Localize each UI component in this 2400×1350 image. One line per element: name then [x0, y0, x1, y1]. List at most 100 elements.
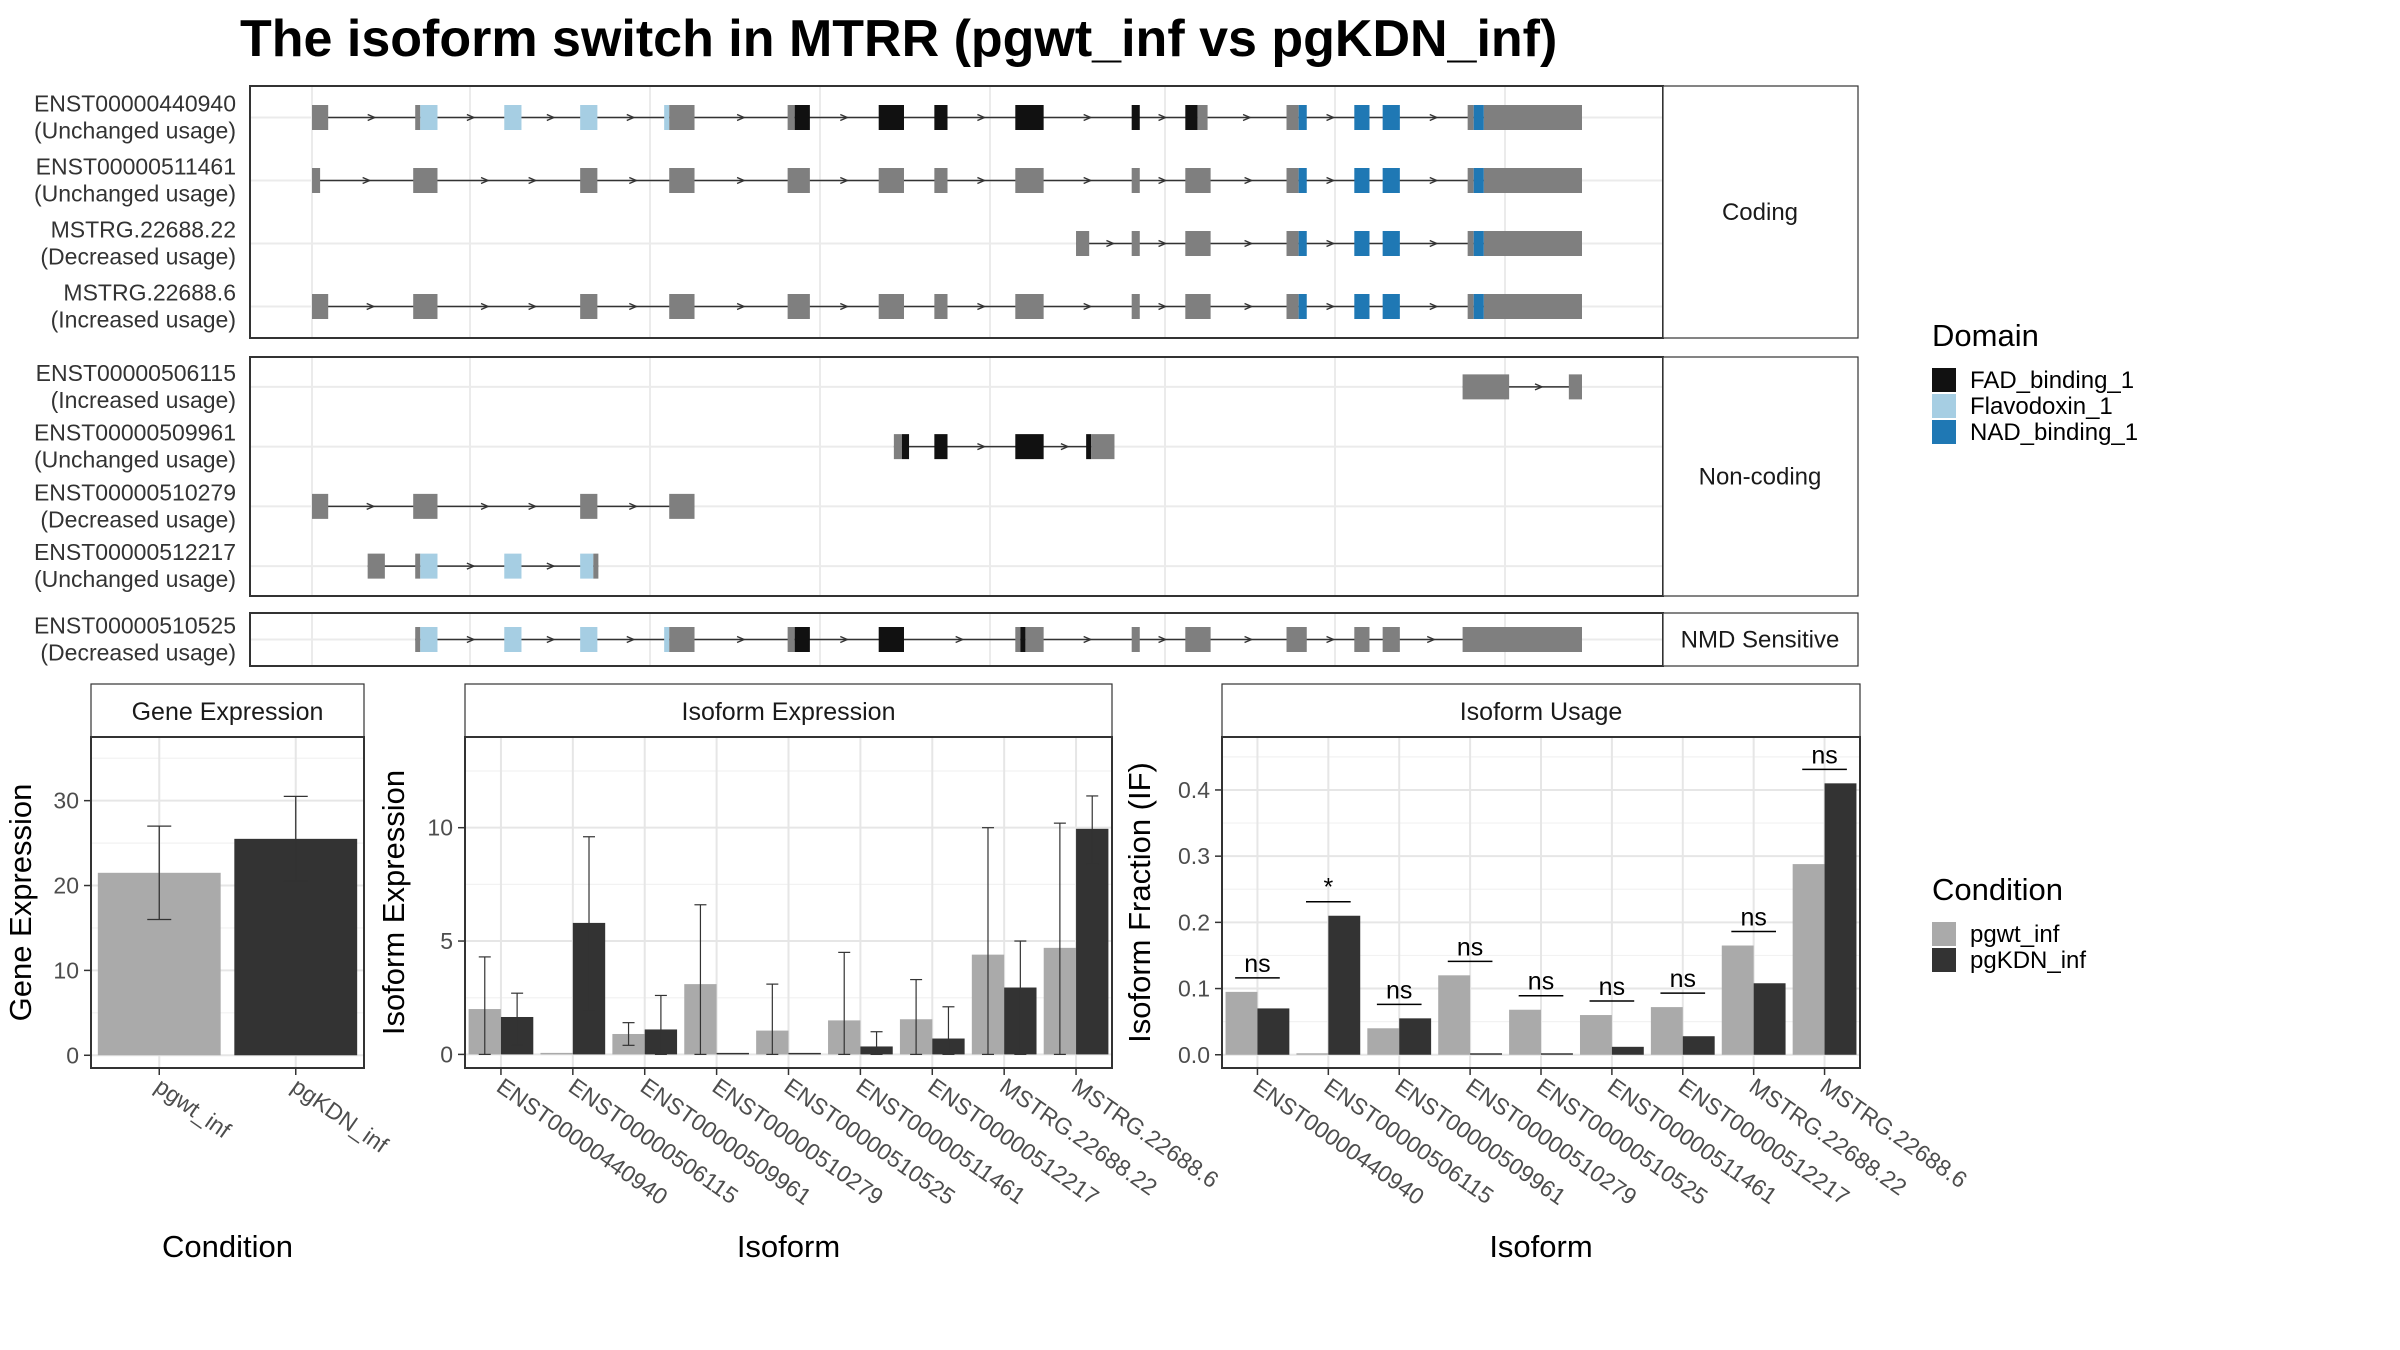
- intron-arrow: [1244, 239, 1254, 248]
- intron-arrow: [626, 113, 636, 122]
- intron-arrow: [1426, 635, 1436, 644]
- intron-arrow: [1158, 302, 1168, 311]
- transcript-usage-label: (Unchanged usage): [34, 118, 236, 144]
- structure-panel-nmd-sensitive: ENST00000510525(Decreased usage) NMD Sens…: [34, 612, 1859, 667]
- exon: [1286, 105, 1299, 130]
- bar-pgwt_inf-ENST00000511461: [1579, 1015, 1612, 1055]
- bar-pgwt_inf-ENST00000510525: [1509, 1009, 1541, 1055]
- intron-arrow: [736, 635, 746, 644]
- exon: [1076, 231, 1090, 256]
- chart-title: Gene Expression: [132, 698, 324, 726]
- legend-title: Domain: [1932, 318, 2039, 353]
- exon: [934, 294, 948, 319]
- exon: [1185, 231, 1211, 256]
- intron-arrow: [840, 302, 850, 311]
- exon: [415, 553, 421, 579]
- legend-key: [1932, 368, 1956, 392]
- bar-pgKDN_inf-ENST00000510525: [788, 1052, 821, 1055]
- intron-arrow: [528, 176, 538, 185]
- significance-label: *: [1323, 874, 1333, 902]
- intron-arrow: [629, 502, 639, 511]
- significance-label: ns: [1599, 973, 1625, 1001]
- intron-arrow: [977, 176, 987, 185]
- transcript-ENST00000512217: [367, 553, 599, 579]
- facet-strip: [464, 683, 1113, 738]
- exon: [1286, 627, 1307, 652]
- exon-domain-NAD_binding_1: [1298, 105, 1307, 130]
- intron-arrow: [1083, 635, 1093, 644]
- intron-arrow: [466, 635, 476, 644]
- bar-pgKDN_inf-ENST00000511461: [1611, 1046, 1644, 1055]
- bar-pgKDN_inf-ENST00000512217: [1682, 1036, 1715, 1055]
- transcript-usage-label: (Decreased usage): [40, 640, 236, 666]
- significance-label: ns: [1386, 976, 1412, 1004]
- transcript-ENST00000511461: [312, 168, 1582, 193]
- exon-domain-NAD_binding_1: [1473, 168, 1484, 193]
- exon-domain-NAD_binding_1: [1473, 294, 1484, 319]
- exon-domain-Flavodoxin_1: [580, 627, 598, 652]
- exon: [1091, 434, 1115, 460]
- transcript-usage-label: (Decreased usage): [40, 244, 236, 270]
- bar-pgKDN_inf-ENST00000509961: [1399, 1018, 1432, 1055]
- exon: [893, 434, 902, 460]
- x-axis-label: Condition: [162, 1229, 293, 1264]
- exon-domain-NAD_binding_1: [1382, 294, 1400, 319]
- transcript-id-label: ENST00000440940: [34, 91, 236, 117]
- exon: [593, 553, 599, 579]
- legend-label: Flavodoxin_1: [1970, 393, 2113, 420]
- exon-domain-NAD_binding_1: [1382, 168, 1400, 193]
- exon: [669, 294, 695, 319]
- exon: [1483, 294, 1582, 319]
- domain-legend: Domain FAD_binding_1Flavodoxin_1NAD_bindi…: [1932, 318, 2138, 446]
- intron-arrow: [1242, 113, 1252, 122]
- facet-strip: [1662, 85, 1859, 339]
- y-tick-label: 0.0: [1178, 1042, 1210, 1068]
- intron-arrow: [366, 502, 376, 511]
- intron-arrow: [1158, 113, 1168, 122]
- exon: [1483, 105, 1582, 130]
- intron-arrow: [955, 635, 965, 644]
- exon: [312, 168, 321, 193]
- exon: [1483, 168, 1582, 193]
- intron-arrow: [1429, 113, 1439, 122]
- y-tick-label: 0: [66, 1042, 79, 1068]
- bar-pgKDN_inf-MSTRG.22688.22: [1753, 983, 1786, 1055]
- exon: [1286, 168, 1299, 193]
- intron-arrow: [480, 302, 490, 311]
- plot-border: [90, 736, 365, 1069]
- y-tick-label: 0.1: [1178, 976, 1210, 1002]
- bar-pgKDN_inf-MSTRG.22688.6: [1824, 783, 1857, 1055]
- exon: [367, 553, 385, 579]
- y-tick-label: 10: [53, 957, 79, 983]
- transcript-id-label: MSTRG.22688.6: [63, 280, 236, 306]
- intron-arrow: [629, 176, 639, 185]
- exon: [787, 294, 810, 319]
- legend-label: pgKDN_inf: [1970, 947, 2086, 974]
- intron-arrow: [1158, 635, 1168, 644]
- exon: [669, 168, 695, 193]
- bar-pgKDN_inf-MSTRG.22688.6: [1076, 828, 1109, 1055]
- bar-pgwt_inf-MSTRG.22688.6: [1792, 864, 1825, 1055]
- intron-arrow: [480, 176, 490, 185]
- y-axis-label: Gene Expression: [3, 784, 38, 1022]
- transcript-id-label: ENST00000509961: [34, 420, 236, 446]
- transcript-id-label: ENST00000512217: [34, 539, 236, 565]
- exon-domain-FAD_binding_1: [1185, 105, 1198, 130]
- transcript-structure-plot: ENST00000440940(Unchanged usage) ENST0000…: [34, 85, 1859, 667]
- exon-domain-NAD_binding_1: [1354, 231, 1370, 256]
- exon-domain-FAD_binding_1: [1086, 434, 1092, 460]
- panel-background: [250, 357, 1663, 596]
- significance-label: ns: [1244, 950, 1270, 978]
- exon: [787, 168, 810, 193]
- exon-domain-Flavodoxin_1: [504, 105, 522, 130]
- transcript-ENST00000510525: [415, 627, 1582, 652]
- transcript-ENST00000440940: [312, 105, 1582, 130]
- x-axis-label: Isoform: [1489, 1229, 1592, 1264]
- intron-arrow: [1244, 176, 1254, 185]
- intron-arrow: [1244, 302, 1254, 311]
- exon: [1568, 374, 1582, 400]
- exon: [312, 294, 329, 319]
- panel-background: [250, 86, 1663, 338]
- exon-domain-NAD_binding_1: [1298, 231, 1307, 256]
